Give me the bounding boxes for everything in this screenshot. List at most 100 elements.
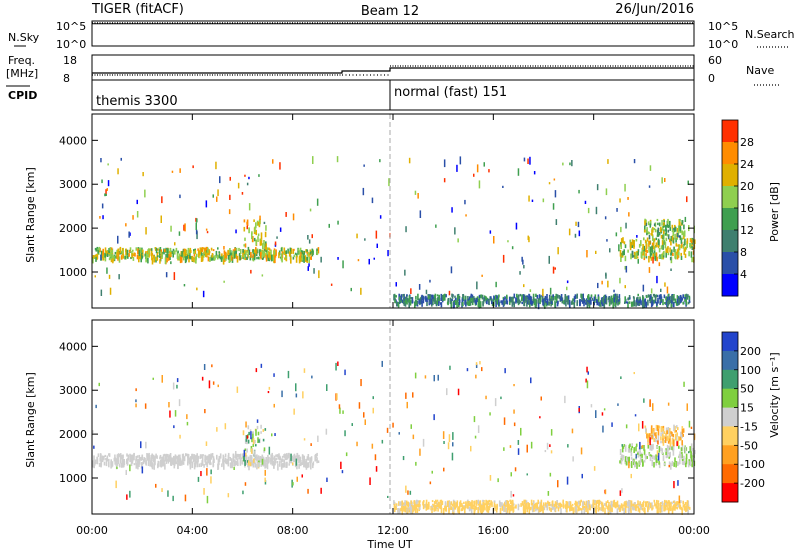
scatter-cell (691, 455, 693, 462)
scatter-cell (571, 503, 574, 506)
scatter-cell (283, 461, 286, 468)
scatter-cell (302, 458, 304, 465)
scatter-cell (114, 251, 117, 255)
y-tick-label: 1000 (59, 472, 87, 485)
scatter-cell (307, 252, 310, 255)
scatter-cell (316, 452, 318, 457)
scatter-cell (611, 422, 613, 427)
scatter-cell (635, 238, 638, 242)
scatter-cell (673, 227, 675, 232)
scatter-cell (337, 361, 339, 366)
scatter-cell (375, 466, 378, 472)
scatter-cell (532, 296, 535, 304)
scatter-cell (470, 301, 473, 304)
scatter-cell (587, 371, 589, 375)
scatter-cell (395, 503, 398, 506)
scatter-cell (114, 461, 116, 465)
scatter-cell (669, 502, 672, 505)
scatter-cell (231, 458, 233, 464)
scatter-cell (92, 256, 94, 264)
scatter-cell (608, 296, 611, 301)
scatter-cell (517, 295, 520, 300)
scatter-cell (630, 456, 633, 460)
scatter-cell (640, 503, 643, 509)
scatter-cell (227, 452, 230, 458)
colorbar-swatch (722, 208, 738, 231)
scatter-cell (179, 194, 181, 199)
scatter-cell (677, 439, 679, 446)
scatter-cell (676, 249, 679, 254)
scatter-cell (362, 187, 365, 196)
scatter-cell (506, 300, 509, 305)
scatter-cell (317, 435, 319, 442)
scatter-cell (255, 222, 257, 229)
scatter-cell (586, 366, 588, 373)
scatter-cell (253, 253, 256, 261)
scatter-cell (624, 507, 627, 513)
scatter-cell (628, 295, 631, 298)
scatter-cell (505, 507, 508, 515)
scatter-cell (643, 459, 646, 463)
scatter-cell (126, 459, 129, 466)
scatter-cell (258, 252, 261, 255)
scatter-cell (280, 463, 283, 470)
scatter-cell (239, 255, 241, 261)
scatter-cell (533, 501, 535, 507)
scatter-cell (174, 454, 177, 460)
scatter-cell (624, 296, 626, 302)
scatter-cell (109, 247, 112, 251)
scatter-cell (510, 297, 513, 303)
scatter-cell (117, 456, 119, 460)
scatter-cell (653, 238, 656, 242)
scatter-cell (667, 252, 670, 256)
scatter-cell (211, 453, 214, 458)
scatter-cell (338, 404, 341, 409)
scatter-cell (653, 246, 656, 251)
scatter-cell (622, 504, 624, 511)
scatter-cell (163, 453, 166, 456)
scatter-cell (256, 425, 259, 430)
scatter-cell (248, 227, 250, 234)
scatter-cell (638, 460, 641, 467)
scatter-cell (220, 256, 223, 259)
scatter-cell (581, 299, 584, 304)
scatter-cell (651, 229, 653, 236)
scatter-cell (260, 249, 262, 252)
x-tick-label: 04:00 (176, 524, 208, 537)
scatter-cell (209, 461, 211, 466)
scatter-cell (132, 249, 134, 252)
scatter-cell (689, 242, 692, 249)
scatter-cell (515, 504, 517, 509)
scatter-cell (470, 507, 473, 514)
scatter-cell (619, 460, 621, 464)
scatter-cell (535, 299, 538, 306)
scatter-cell (113, 255, 115, 260)
scatter-cell (204, 455, 207, 460)
scatter-cell (627, 301, 629, 309)
scatter-cell (684, 296, 686, 300)
scatter-cell (212, 457, 215, 461)
scatter-cell (174, 242, 176, 246)
scatter-cell (572, 456, 574, 462)
scatter-cell (527, 302, 529, 305)
scatter-cell (546, 299, 549, 306)
scatter-cell (476, 281, 478, 290)
scatter-cell (663, 250, 665, 256)
scatter-cell (488, 499, 491, 503)
scatter-cell (247, 250, 249, 257)
scatter-cell (160, 255, 162, 260)
scatter-cell (530, 499, 533, 506)
scatter-cell (672, 446, 675, 451)
scatter-cell (508, 506, 511, 514)
scatter-cell (582, 503, 585, 510)
scatter-cell (224, 457, 227, 464)
scatter-cell (297, 455, 299, 459)
scatter-cell (524, 507, 527, 510)
scatter-cell (669, 256, 672, 261)
scatter-cell (503, 505, 505, 512)
scatter-cell (437, 374, 439, 381)
scatter-cell (284, 455, 287, 461)
scatter-cell (691, 461, 693, 468)
scatter-cell (636, 504, 638, 507)
scatter-cell (122, 252, 124, 255)
